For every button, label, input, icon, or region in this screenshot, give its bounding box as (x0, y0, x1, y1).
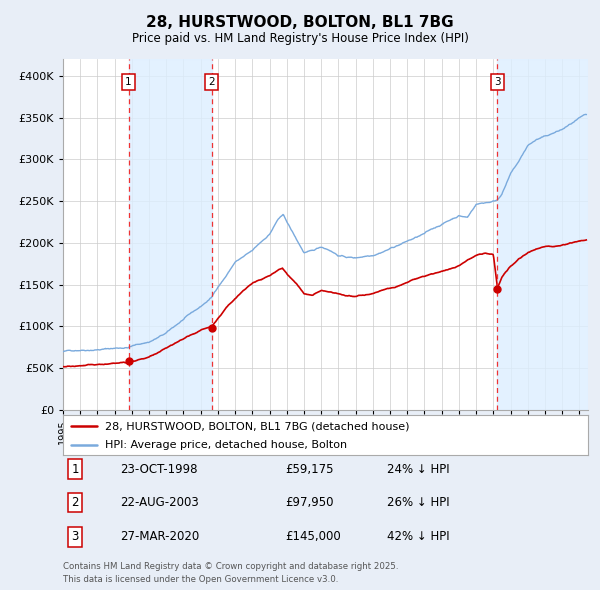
Text: 28, HURSTWOOD, BOLTON, BL1 7BG (detached house): 28, HURSTWOOD, BOLTON, BL1 7BG (detached… (105, 421, 409, 431)
Text: 23-OCT-1998: 23-OCT-1998 (120, 463, 197, 476)
Text: 42% ↓ HPI: 42% ↓ HPI (387, 530, 449, 543)
Bar (497, 59, 588, 410)
Text: £145,000: £145,000 (285, 530, 341, 543)
Text: £59,175: £59,175 (285, 463, 334, 476)
Text: Contains HM Land Registry data © Crown copyright and database right 2025.: Contains HM Land Registry data © Crown c… (63, 562, 398, 571)
Text: 27-MAR-2020: 27-MAR-2020 (120, 530, 199, 543)
Text: Price paid vs. HM Land Registry's House Price Index (HPI): Price paid vs. HM Land Registry's House … (131, 32, 469, 45)
Text: 22-AUG-2003: 22-AUG-2003 (120, 496, 199, 509)
Text: This data is licensed under the Open Government Licence v3.0.: This data is licensed under the Open Gov… (63, 575, 338, 584)
Text: £97,950: £97,950 (285, 496, 334, 509)
Text: 3: 3 (71, 530, 79, 543)
Text: 3: 3 (494, 77, 501, 87)
Text: 24% ↓ HPI: 24% ↓ HPI (387, 463, 449, 476)
Text: 2: 2 (71, 496, 79, 509)
Text: 28, HURSTWOOD, BOLTON, BL1 7BG: 28, HURSTWOOD, BOLTON, BL1 7BG (146, 15, 454, 30)
Text: 26% ↓ HPI: 26% ↓ HPI (387, 496, 449, 509)
Text: 2: 2 (208, 77, 215, 87)
Text: 1: 1 (125, 77, 132, 87)
Text: HPI: Average price, detached house, Bolton: HPI: Average price, detached house, Bolt… (105, 440, 347, 450)
Text: 1: 1 (71, 463, 79, 476)
Bar (128, 59, 212, 410)
